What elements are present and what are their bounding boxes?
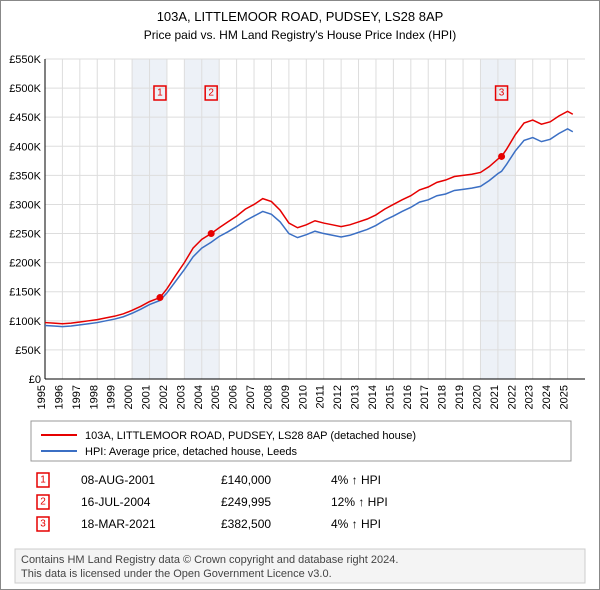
footer-line1: Contains HM Land Registry data © Crown c… xyxy=(21,554,398,566)
transaction-marker-number: 2 xyxy=(40,497,46,508)
transaction-date: 08-AUG-2001 xyxy=(81,473,155,487)
x-axis-label: 2013 xyxy=(350,385,362,409)
marker-dot xyxy=(498,153,505,160)
y-axis-label: £350K xyxy=(9,170,41,182)
x-axis-label: 1999 xyxy=(106,385,118,409)
legend-label: HPI: Average price, detached house, Leed… xyxy=(85,446,297,458)
x-axis-label: 2025 xyxy=(559,385,571,409)
x-axis-label: 2011 xyxy=(315,385,327,409)
x-axis-label: 1997 xyxy=(71,385,83,409)
x-axis-label: 2007 xyxy=(245,385,257,409)
y-axis-label: £550K xyxy=(9,54,41,66)
x-axis-label: 1995 xyxy=(36,385,48,409)
x-axis-label: 2021 xyxy=(489,385,501,409)
x-axis-label: 2010 xyxy=(297,385,309,409)
x-axis-label: 2023 xyxy=(524,385,536,409)
transaction-note: 4% ↑ HPI xyxy=(331,473,381,487)
transaction-price: £382,500 xyxy=(221,517,271,531)
y-axis-label: £50K xyxy=(15,345,41,357)
x-axis-label: 2012 xyxy=(332,385,344,409)
marker-number: 2 xyxy=(208,88,214,99)
y-axis-label: £450K xyxy=(9,112,41,124)
transactions-list: 1 08-AUG-2001 £140,000 4% ↑ HPI 2 16-JUL-2004… xyxy=(37,473,388,531)
transaction-note: 12% ↑ HPI xyxy=(331,495,388,509)
x-axis-label: 2014 xyxy=(367,385,379,409)
x-axis-label: 1996 xyxy=(53,385,65,409)
y-axis-label: £500K xyxy=(9,83,41,95)
x-axis-label: 2024 xyxy=(541,385,553,409)
x-axis-label: 2020 xyxy=(471,385,483,409)
marker-number: 1 xyxy=(157,88,163,99)
legend: 103A, LITTLEMOOR ROAD, PUDSEY, LS28 8AP … xyxy=(31,421,571,461)
x-axis-label: 2016 xyxy=(402,385,414,409)
x-axis-label: 2015 xyxy=(384,385,396,409)
y-axis-label: £250K xyxy=(9,229,41,241)
x-axis-label: 2002 xyxy=(158,385,170,409)
transaction-price: £249,995 xyxy=(221,495,271,509)
x-axis-label: 2009 xyxy=(280,385,292,409)
x-axis-label: 2005 xyxy=(210,385,222,409)
x-axis-label: 1998 xyxy=(88,385,100,409)
marker-dot xyxy=(156,294,163,301)
x-axis-label: 2008 xyxy=(262,385,274,409)
x-axis-label: 2001 xyxy=(141,385,153,409)
x-axis-label: 2022 xyxy=(506,385,518,409)
marker-number: 3 xyxy=(499,88,505,99)
x-axis-label: 2000 xyxy=(123,385,135,409)
transaction-date: 18-MAR-2021 xyxy=(81,517,156,531)
x-axis-label: 2017 xyxy=(419,385,431,409)
footer-disclaimer: Contains HM Land Registry data © Crown c… xyxy=(15,549,585,583)
legend-label: 103A, LITTLEMOOR ROAD, PUDSEY, LS28 8AP … xyxy=(85,430,416,442)
x-axis-label: 2018 xyxy=(437,385,449,409)
footer-line2: This data is licensed under the Open Gov… xyxy=(21,568,332,580)
x-axis-label: 2019 xyxy=(454,385,466,409)
chart-plot: £0 £50K £100K £150K £200K £250K £300K £350K £400… xyxy=(9,54,585,409)
y-axis-label: £400K xyxy=(9,141,41,153)
y-axis-label: £150K xyxy=(9,287,41,299)
x-axis-label: 2004 xyxy=(193,385,205,409)
transaction-note: 4% ↑ HPI xyxy=(331,517,381,531)
y-axis-label: £0 xyxy=(29,374,41,386)
transaction-marker-number: 3 xyxy=(40,519,46,530)
x-axis-label: 2003 xyxy=(175,385,187,409)
y-axis-label: £200K xyxy=(9,258,41,270)
chart-title-line2: Price paid vs. HM Land Registry's House … xyxy=(144,28,456,42)
y-axis-label: £300K xyxy=(9,199,41,211)
transaction-date: 16-JUL-2004 xyxy=(81,495,151,509)
chart-title-line1: 103A, LITTLEMOOR ROAD, PUDSEY, LS28 8AP xyxy=(157,9,444,24)
y-axis-label: £100K xyxy=(9,316,41,328)
marker-dot xyxy=(208,230,215,237)
transaction-marker-number: 1 xyxy=(40,475,46,486)
x-axis-label: 2006 xyxy=(228,385,240,409)
transaction-price: £140,000 xyxy=(221,473,271,487)
